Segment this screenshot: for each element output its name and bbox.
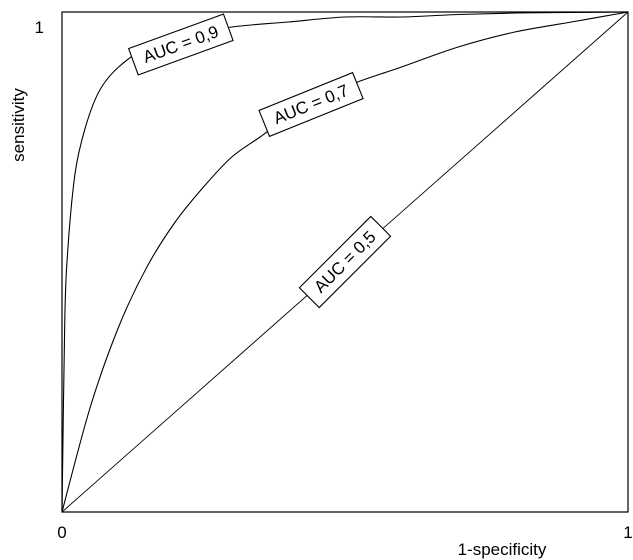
x-tick-label-1: 1	[623, 523, 632, 542]
auc-label-box-2: AUC = 0,5	[298, 215, 392, 309]
y-tick-label-1: 1	[35, 18, 44, 37]
auc-label-frame	[258, 71, 364, 138]
auc-label-frame	[298, 215, 392, 309]
auc-label-box-1: AUC = 0,7	[258, 71, 364, 138]
annotation-layer: AUC = 0,9 AUC = 0,7 AUC = 0,5	[127, 13, 392, 309]
plot-frame	[61, 11, 629, 513]
x-tick-label-0: 0	[57, 523, 66, 542]
y-axis-label: sensitivity	[9, 88, 28, 162]
roc-curve-1	[61, 11, 629, 513]
auc-label-frame	[127, 13, 234, 76]
auc-label-box-0: AUC = 0,9	[127, 13, 234, 76]
auc-label-text: AUC = 0,5	[310, 227, 379, 296]
x-axis-label: 1-specificity	[458, 540, 547, 559]
